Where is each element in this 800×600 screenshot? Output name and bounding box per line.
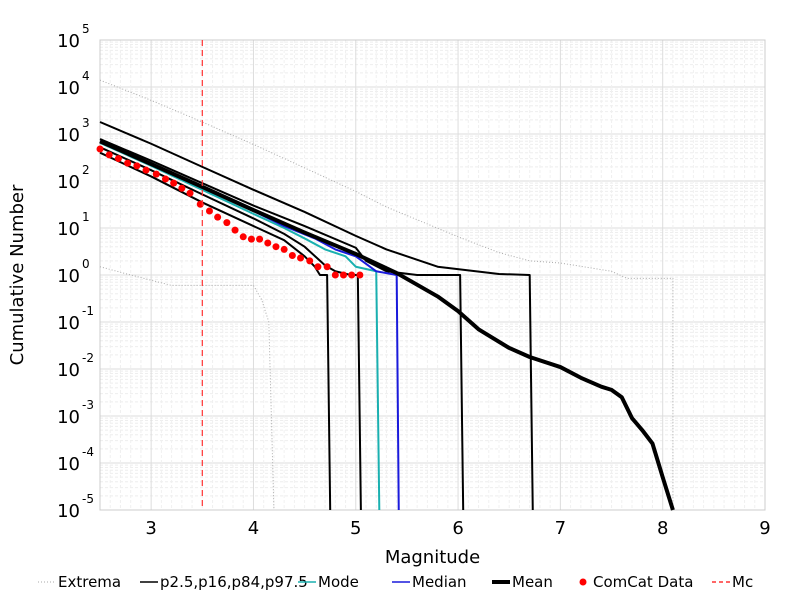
series-mean-line <box>99 139 675 511</box>
comcat-data-point <box>133 162 141 170</box>
series-percentile-line <box>99 151 332 511</box>
y-tick-label: 10 <box>57 31 80 52</box>
comcat-data-point <box>186 189 194 197</box>
x-tick-label: 8 <box>657 518 668 539</box>
comcat-data-point <box>356 271 364 279</box>
comcat-data-point <box>247 235 255 243</box>
x-tick-label: 9 <box>759 518 770 539</box>
y-tick-exponent: -2 <box>82 351 94 365</box>
series-mode-line <box>99 141 381 511</box>
series-median-line <box>99 140 400 511</box>
comcat-data-point <box>348 271 356 279</box>
y-tick-label: 10 <box>57 501 80 522</box>
y-tick-label: 10 <box>57 407 80 428</box>
y-tick-label: 10 <box>57 219 80 240</box>
comcat-data-point <box>306 257 314 265</box>
legend-label: Mode <box>318 573 359 591</box>
y-tick-label: 10 <box>57 125 80 146</box>
comcat-data-point <box>239 233 247 241</box>
plot-area <box>99 39 766 511</box>
series-percentile-line <box>99 138 465 511</box>
x-tick-label: 3 <box>145 518 156 539</box>
y-tick-exponent: 0 <box>82 257 90 271</box>
comcat-data-point <box>339 271 347 279</box>
legend-label: Median <box>412 573 467 591</box>
series-layer <box>96 40 675 511</box>
comcat-data-point <box>124 159 132 167</box>
series-percentile-line <box>99 121 534 511</box>
y-tick-label: 10 <box>57 266 80 287</box>
series-extrema-line <box>99 266 275 511</box>
comcat-data-point <box>331 271 339 279</box>
comcat-data-point <box>96 145 104 153</box>
comcat-data-point <box>170 179 178 187</box>
x-tick-label: 6 <box>452 518 463 539</box>
y-tick-exponent: 4 <box>82 69 90 83</box>
comcat-data-point <box>105 151 113 159</box>
comcat-data-point <box>231 226 239 234</box>
y-tick-exponent: -3 <box>82 398 94 412</box>
comcat-data-point <box>256 235 264 243</box>
comcat-data-point <box>114 155 122 163</box>
comcat-data-point <box>272 243 280 251</box>
legend-label: Extrema <box>58 573 121 591</box>
comcat-data-point <box>152 170 160 178</box>
x-tick-label: 7 <box>555 518 566 539</box>
comcat-data-point <box>161 175 169 183</box>
y-tick-exponent: 5 <box>82 22 90 36</box>
legend-label: Mc <box>732 573 753 591</box>
y-tick-exponent: 1 <box>82 210 90 224</box>
y-tick-exponent: -1 <box>82 304 94 318</box>
legend-comcat-marker <box>579 578 587 586</box>
comcat-data-point <box>142 166 150 174</box>
x-tick-label: 5 <box>350 518 361 539</box>
comcat-data-point <box>297 254 305 262</box>
comcat-data-point <box>178 184 186 192</box>
legend-label: p2.5,p16,p84,p97.5 <box>160 573 308 591</box>
legend-label: Mean <box>512 573 553 591</box>
comcat-data-point <box>264 239 272 247</box>
y-tick-label: 10 <box>57 78 80 99</box>
y-tick-exponent: -5 <box>82 492 94 506</box>
y-tick-label: 10 <box>57 172 80 193</box>
y-tick-exponent: 2 <box>82 163 90 177</box>
legend: Extrema p2.5,p16,p84,p97.5 Mode Median Mean C… <box>38 573 753 591</box>
comcat-data-point <box>288 251 296 259</box>
legend-label: ComCat Data <box>593 573 693 591</box>
comcat-data-point <box>223 219 231 227</box>
x-tick-label: 4 <box>248 518 259 539</box>
y-tick-label: 10 <box>57 454 80 475</box>
y-tick-exponent: -4 <box>82 445 94 459</box>
comcat-data-point <box>280 245 288 253</box>
y-axis-label: Cumulative Number <box>7 184 28 365</box>
axes: 3 4 5 6 7 8 910510410310210110010-110-210-310-… <box>57 22 771 539</box>
comcat-data-point <box>323 263 331 271</box>
series-extrema-line <box>99 79 674 510</box>
y-tick-label: 10 <box>57 360 80 381</box>
comcat-data-point <box>214 213 222 221</box>
comcat-data-point <box>314 263 322 271</box>
y-tick-label: 10 <box>57 313 80 334</box>
y-tick-exponent: 3 <box>82 116 90 130</box>
comcat-data-point <box>205 207 213 215</box>
x-axis-label: Magnitude <box>385 547 480 568</box>
